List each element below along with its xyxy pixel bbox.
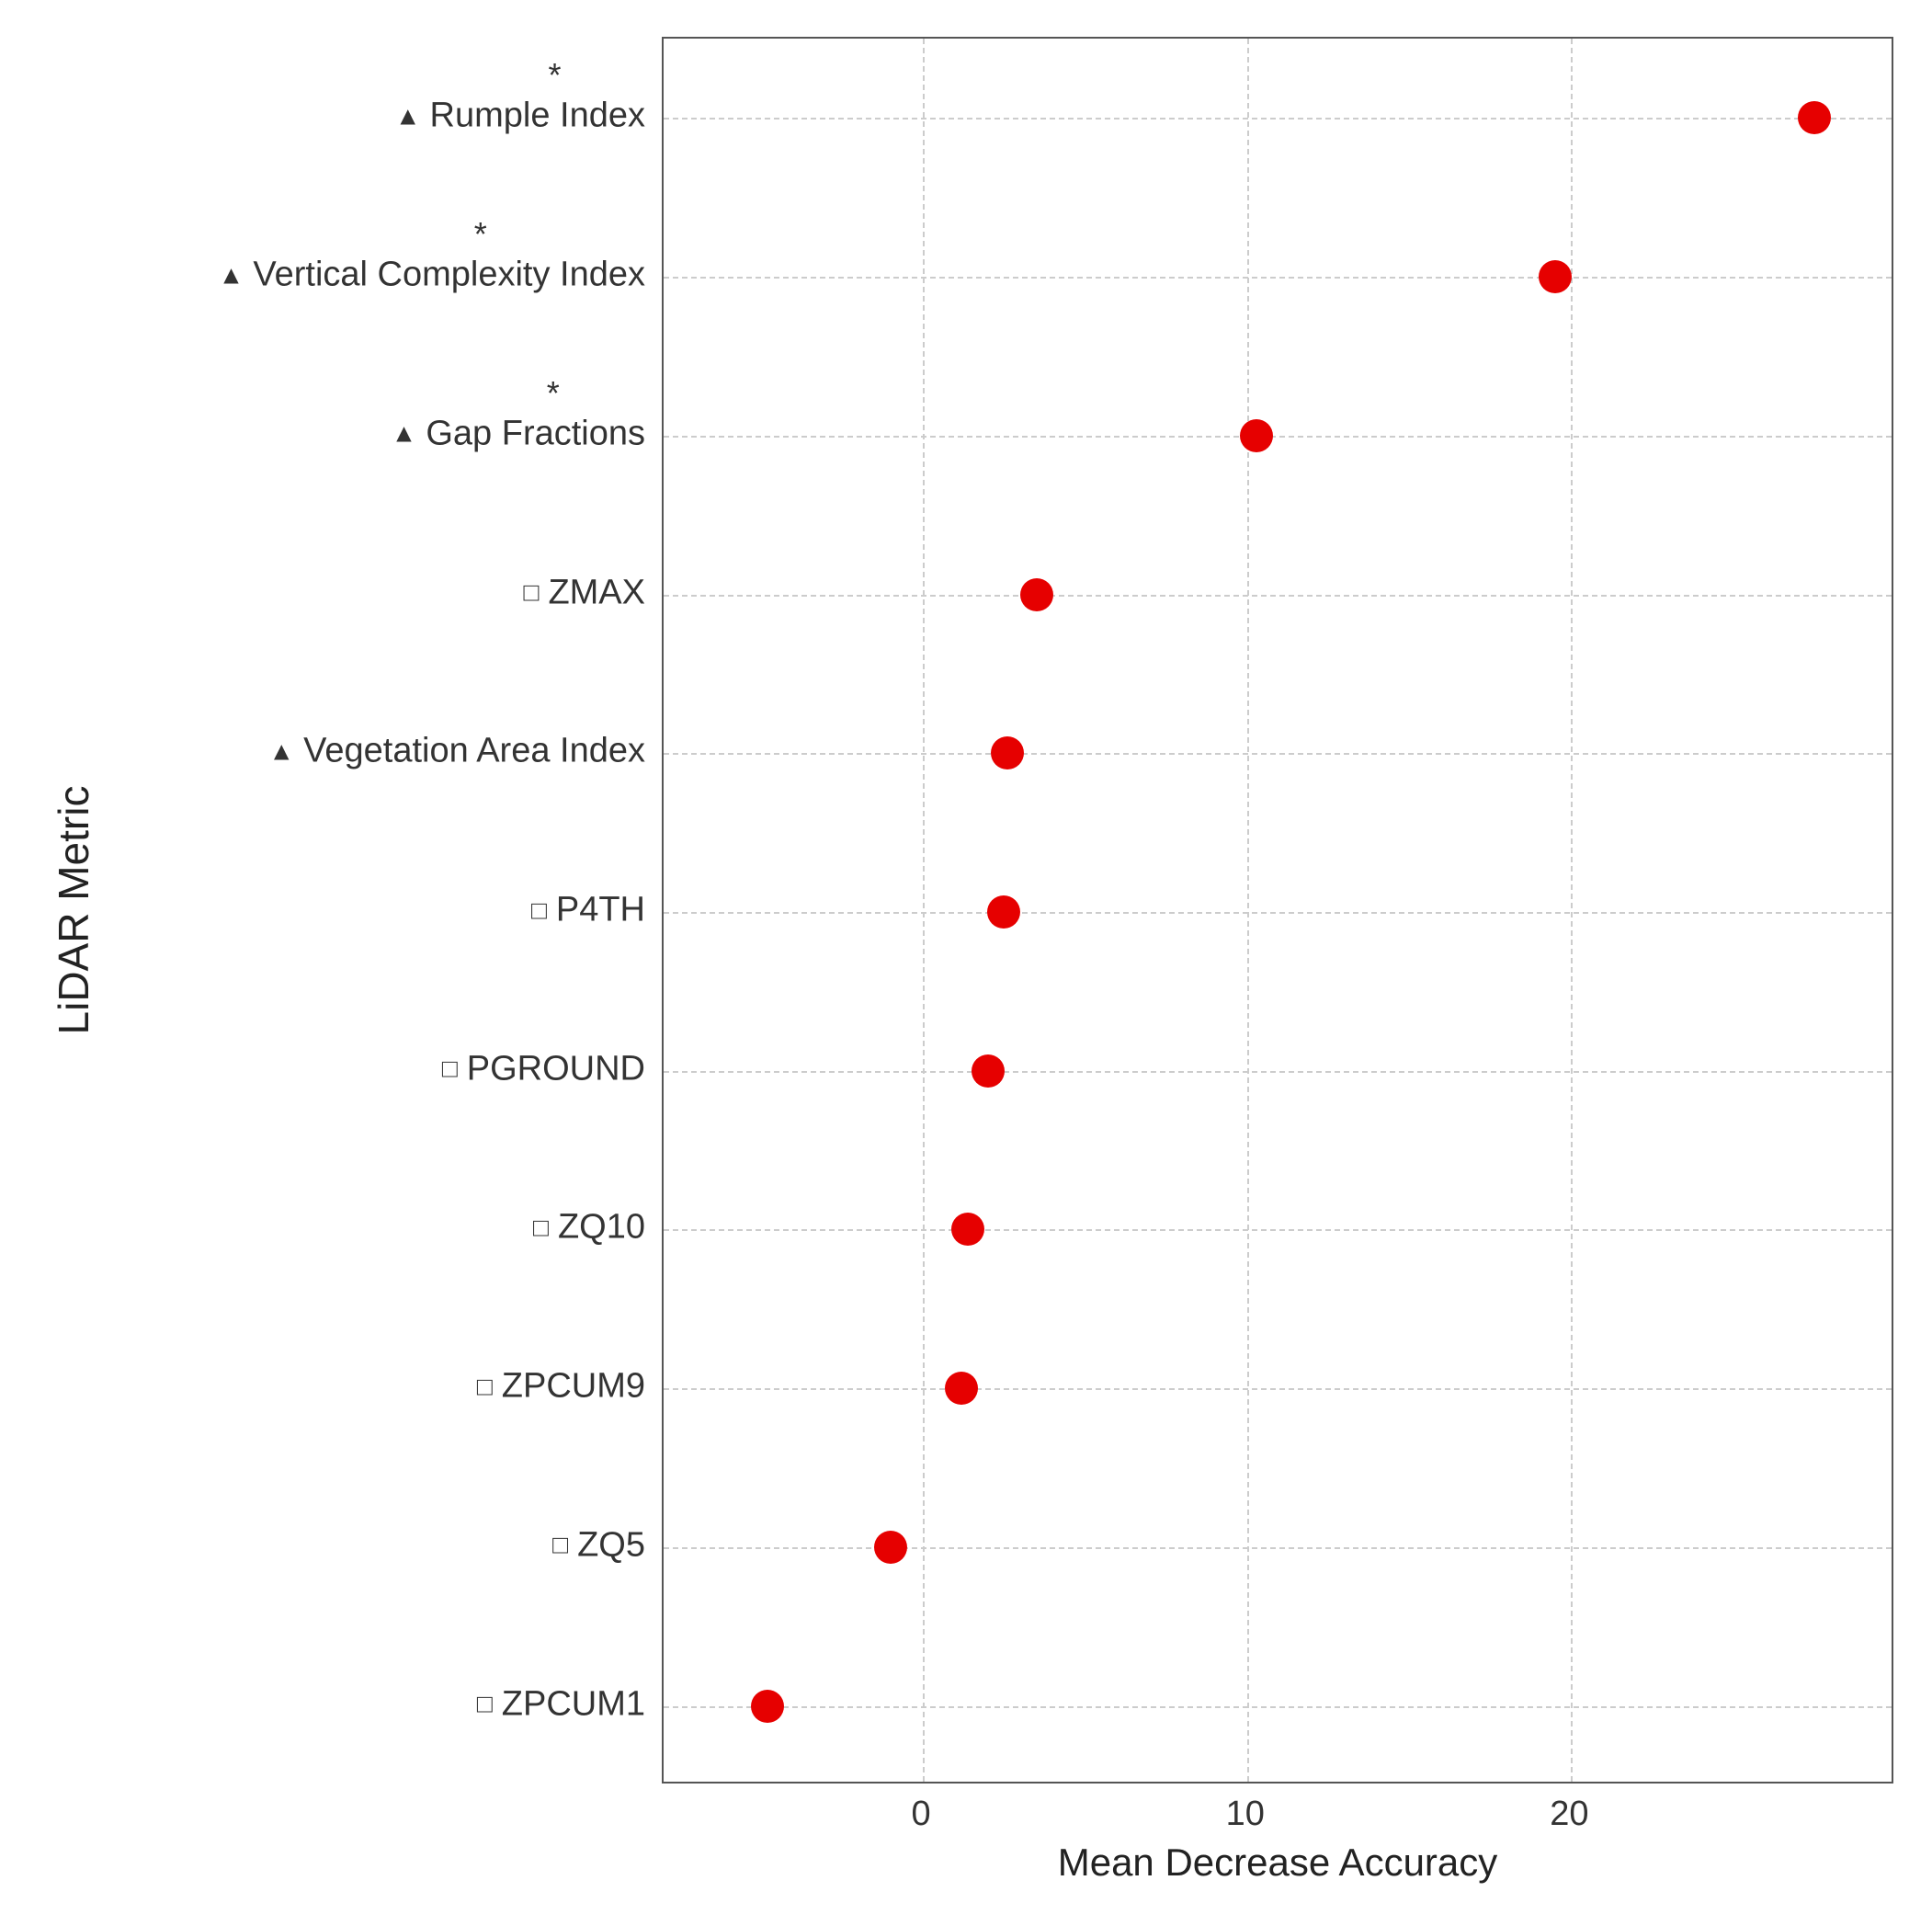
grid-line-horizontal [664, 1071, 1892, 1073]
x-tick-label: 10 [1226, 1795, 1265, 1834]
y-tick-label-group: ▲ Vertical Complexity Index [219, 256, 645, 295]
triangle-icon: ▲ [219, 260, 244, 290]
data-point [972, 1054, 1005, 1088]
y-tick-label: Gap Fractions [426, 414, 645, 453]
grid-line-horizontal [664, 753, 1892, 755]
y-tick-label-group: □ ZQ5 [552, 1525, 645, 1565]
grid-line-horizontal [664, 1388, 1892, 1390]
square-icon: □ [533, 1213, 549, 1242]
data-point [1240, 419, 1273, 452]
data-point [1798, 101, 1831, 134]
square-icon: □ [477, 1690, 493, 1719]
data-point [751, 1690, 784, 1723]
square-icon: □ [524, 578, 540, 608]
y-tick-label: Rumple Index [430, 97, 645, 136]
data-point [874, 1531, 907, 1564]
y-tick-label: Vegetation Area Index [303, 732, 645, 771]
x-tick-label: 20 [1550, 1795, 1588, 1834]
data-point [1020, 578, 1053, 611]
triangle-icon: ▲ [392, 419, 417, 449]
data-point [1539, 260, 1572, 293]
grid-line-vertical [1571, 39, 1573, 1782]
data-point [991, 736, 1024, 769]
data-point [987, 895, 1020, 929]
y-tick-label-group: □ P4TH [531, 891, 645, 930]
x-axis-label: Mean Decrease Accuracy [1058, 1841, 1498, 1885]
grid-line-horizontal [664, 1229, 1892, 1231]
square-icon: □ [552, 1531, 568, 1560]
grid-line-horizontal [664, 277, 1892, 279]
y-tick-label-group: ▲ Gap Fractions [392, 414, 645, 453]
y-tick-label-group: □ ZQ10 [533, 1208, 645, 1248]
triangle-icon: ▲ [268, 736, 294, 766]
asterisk-icon: * [547, 374, 560, 413]
grid-line-vertical [1247, 39, 1249, 1782]
y-tick-label-group: □ ZPCUM9 [477, 1367, 645, 1407]
y-tick-label-group: □ PGROUND [442, 1049, 645, 1088]
y-tick-label-group: □ ZPCUM1 [477, 1684, 645, 1724]
y-tick-label: P4TH [556, 891, 645, 930]
grid-line-horizontal [664, 1547, 1892, 1549]
y-tick-label: ZMAX [548, 573, 645, 612]
asterisk-icon: * [474, 215, 487, 254]
chart-container: LiDAR Metric Mean Decrease Accuracy 0 10 2… [0, 0, 1932, 1926]
square-icon: □ [442, 1054, 458, 1084]
y-tick-label-group: ▲ Rumple Index [395, 97, 645, 136]
square-icon: □ [477, 1372, 493, 1401]
square-icon: □ [531, 895, 547, 925]
triangle-icon: ▲ [395, 101, 421, 131]
asterisk-icon: * [549, 56, 562, 95]
data-point [951, 1213, 984, 1246]
y-tick-label: PGROUND [467, 1049, 645, 1088]
y-tick-label: ZQ5 [577, 1525, 645, 1565]
grid-line-horizontal [664, 595, 1892, 597]
grid-line-horizontal [664, 1706, 1892, 1708]
grid-line-horizontal [664, 912, 1892, 914]
y-axis-label: LiDAR Metric [49, 786, 98, 1035]
y-tick-label: ZPCUM1 [502, 1684, 645, 1724]
y-tick-label: ZQ10 [558, 1208, 645, 1248]
plot-area [662, 37, 1893, 1784]
x-tick-label: 0 [912, 1795, 931, 1834]
y-tick-label-group: ▲ Vegetation Area Index [268, 732, 645, 771]
y-tick-label: ZPCUM9 [502, 1367, 645, 1407]
data-point [945, 1372, 978, 1405]
grid-line-horizontal [664, 118, 1892, 120]
grid-line-vertical [923, 39, 925, 1782]
grid-line-horizontal [664, 436, 1892, 438]
y-tick-label: Vertical Complexity Index [253, 256, 645, 295]
y-tick-label-group: □ ZMAX [524, 573, 645, 612]
